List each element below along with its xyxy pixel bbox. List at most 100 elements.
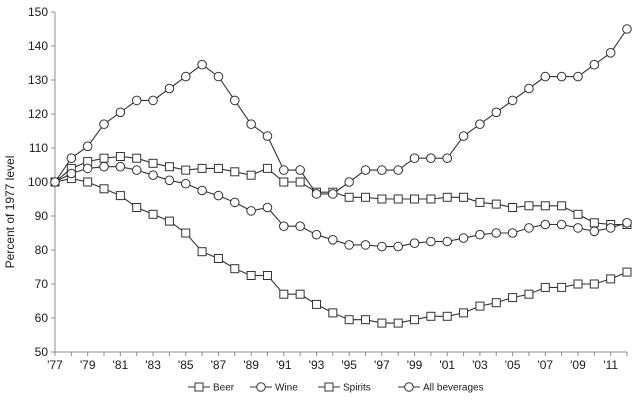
x-tick-label: '99: [407, 358, 423, 372]
x-tick-label: '85: [178, 358, 194, 372]
data-point-all-beverages: [524, 223, 534, 233]
data-point-wine: [409, 153, 420, 163]
legend-marker-all-beverages: [404, 382, 414, 392]
data-point-all-beverages: [99, 161, 109, 172]
data-point-spirits: [573, 279, 583, 289]
data-point-all-beverages: [246, 206, 256, 216]
legend-marker-wine: [256, 382, 266, 392]
series-spirits: [50, 174, 632, 328]
data-point-spirits: [148, 209, 158, 219]
y-tick-label: 70: [35, 277, 49, 291]
data-point-spirits: [491, 298, 501, 308]
data-point-all-beverages: [556, 219, 567, 230]
data-point-spirits: [311, 299, 321, 309]
data-point-spirits: [377, 318, 387, 328]
series-beer: [50, 152, 632, 229]
data-point-wine: [540, 71, 551, 82]
series-wine: [50, 24, 632, 199]
data-point-all-beverages: [328, 235, 338, 245]
data-point-beer: [393, 194, 403, 204]
data-point-spirits: [83, 177, 93, 187]
data-point-spirits: [393, 318, 403, 328]
data-point-spirits: [279, 289, 289, 299]
x-tick-label: '93: [309, 358, 325, 372]
data-point-spirits: [589, 279, 599, 289]
data-point-spirits: [540, 282, 550, 292]
data-point-beer: [377, 194, 387, 204]
legend-item-all-beverages: All beverages: [398, 382, 484, 394]
data-point-all-beverages: [50, 177, 60, 187]
data-point-all-beverages: [164, 175, 175, 186]
y-tick-label: 120: [28, 107, 48, 121]
data-point-all-beverages: [573, 223, 583, 233]
data-point-wine: [442, 153, 453, 163]
data-point-wine: [328, 189, 338, 199]
data-point-wine: [589, 59, 600, 70]
data-point-all-beverages: [311, 229, 322, 240]
data-point-all-beverages: [442, 236, 453, 247]
data-point-spirits: [442, 311, 452, 321]
x-axis: '77 '79 '81 '83 '85 '87 '89 '91 '93 '95 '97 '99 '01 '…: [47, 351, 628, 372]
y-tick-label: 100: [28, 175, 48, 189]
x-tick-label: '77: [47, 358, 63, 372]
data-point-spirits: [115, 191, 125, 201]
x-tick-label: '11: [603, 358, 618, 372]
x-tick-label: '79: [80, 358, 96, 372]
data-point-wine: [164, 83, 175, 94]
data-point-beer: [459, 192, 469, 202]
data-point-wine: [475, 119, 485, 129]
data-point-spirits: [475, 301, 485, 311]
legend-marker-beer: [194, 382, 204, 392]
data-point-spirits: [410, 315, 420, 325]
data-point-all-beverages: [131, 165, 142, 175]
data-point-all-beverages: [491, 228, 502, 238]
data-point-wine: [573, 71, 583, 82]
legend: Beer Wine Spirits All beverages: [188, 382, 484, 394]
data-point-beer: [410, 194, 420, 204]
data-point-all-beverages: [197, 185, 207, 196]
data-point-all-beverages: [344, 240, 354, 250]
x-tick-label: '87: [211, 358, 227, 372]
data-point-wine: [491, 107, 502, 118]
data-point-spirits: [524, 289, 534, 299]
data-point-beer: [99, 153, 109, 163]
data-point-all-beverages: [262, 202, 273, 213]
legend-item-beer: Beer: [188, 382, 235, 394]
data-point-beer: [197, 163, 207, 173]
legend-item-wine: Wine: [250, 382, 298, 394]
y-axis: 50 60 70 80 90 100 110 120 130 140 150: [28, 5, 56, 359]
data-point-wine: [360, 165, 371, 175]
data-point-all-beverages: [393, 241, 404, 252]
series-lines: [50, 24, 632, 328]
data-point-beer: [491, 199, 501, 209]
data-point-spirits: [230, 264, 240, 274]
data-point-all-beverages: [295, 221, 305, 231]
data-point-all-beverages: [475, 229, 485, 240]
data-point-beer: [279, 177, 289, 187]
data-point-spirits: [557, 282, 567, 292]
data-point-wine: [507, 95, 518, 106]
data-point-wine: [66, 153, 77, 163]
data-point-beer: [475, 197, 485, 207]
data-point-wine: [148, 95, 158, 106]
y-tick-label: 110: [29, 141, 48, 155]
data-point-wine: [180, 71, 191, 82]
x-tick-label: '05: [505, 358, 521, 372]
data-point-spirits: [459, 308, 469, 318]
data-point-spirits: [361, 315, 371, 325]
y-tick-label: 140: [28, 39, 48, 53]
data-point-beer: [148, 158, 158, 168]
data-point-beer: [524, 201, 534, 211]
data-point-beer: [589, 218, 599, 228]
data-point-wine: [426, 153, 436, 163]
data-point-spirits: [99, 184, 109, 194]
data-point-beer: [246, 170, 256, 180]
data-point-wine: [295, 165, 305, 175]
data-point-all-beverages: [115, 161, 126, 172]
data-point-beer: [295, 177, 305, 187]
data-point-beer: [115, 152, 125, 161]
data-point-wine: [246, 119, 256, 129]
legend-label: All beverages: [423, 383, 484, 394]
data-point-spirits: [344, 315, 354, 325]
